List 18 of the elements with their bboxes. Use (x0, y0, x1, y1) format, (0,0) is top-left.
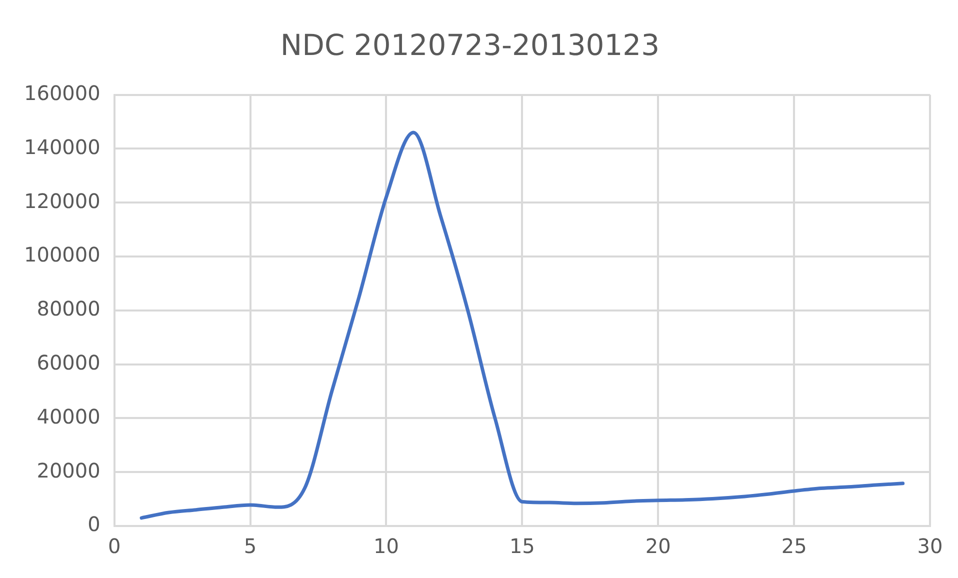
y-tick-label: 100000 (24, 242, 100, 267)
y-tick-label: 120000 (24, 188, 100, 213)
line-series (140, 130, 905, 520)
y-tick-label: 160000 (24, 81, 100, 106)
y-tick-label: 40000 (36, 404, 100, 428)
y-tick-label: 60000 (36, 350, 100, 375)
x-tick-label: 5 (244, 534, 257, 558)
y-tick-label: 0 (88, 512, 100, 536)
x-tick-label: 25 (781, 534, 807, 558)
y-tick-label: 140000 (24, 134, 100, 159)
chart-title: NDC 20120723-20130123 (280, 28, 660, 62)
x-tick-label: 20 (645, 534, 671, 558)
x-tick-label: 0 (108, 534, 121, 558)
y-tick-label: 20000 (36, 458, 100, 482)
x-tick-label: 15 (509, 534, 535, 558)
x-tick-label: 30 (917, 534, 943, 558)
y-tick-label: 80000 (36, 296, 100, 321)
x-tick-label: 10 (374, 534, 399, 558)
